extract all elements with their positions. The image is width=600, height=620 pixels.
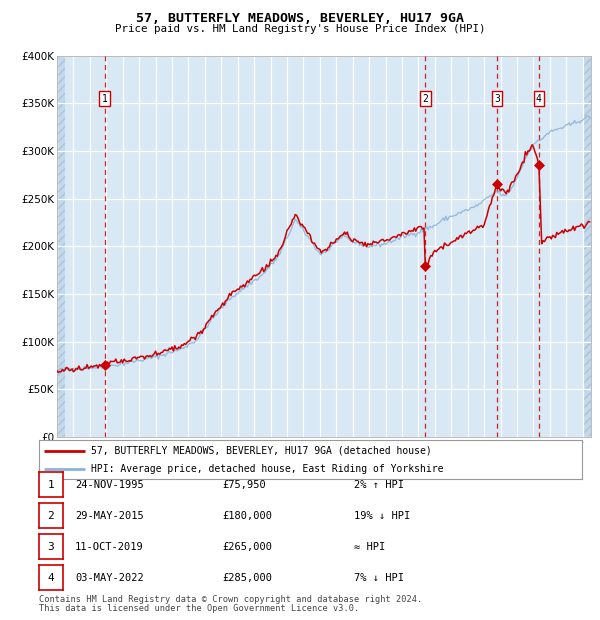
Text: 2013: 2013 — [377, 458, 386, 478]
Text: £180,000: £180,000 — [222, 511, 272, 521]
Text: 2005: 2005 — [245, 458, 254, 478]
Text: 4: 4 — [47, 573, 55, 583]
Text: 2025: 2025 — [574, 458, 583, 478]
Text: 1: 1 — [47, 480, 55, 490]
Text: 29-MAY-2015: 29-MAY-2015 — [75, 511, 144, 521]
Text: 2010: 2010 — [328, 458, 337, 478]
Text: 1993: 1993 — [48, 458, 57, 478]
Bar — [57, 56, 65, 437]
Text: 2017: 2017 — [442, 458, 451, 478]
Text: 57, BUTTERFLY MEADOWS, BEVERLEY, HU17 9GA (detached house): 57, BUTTERFLY MEADOWS, BEVERLEY, HU17 9G… — [91, 446, 431, 456]
Text: 2007: 2007 — [278, 458, 287, 478]
Text: 2014: 2014 — [393, 458, 402, 478]
Text: 1994: 1994 — [64, 458, 73, 478]
Text: 11-OCT-2019: 11-OCT-2019 — [75, 542, 144, 552]
Text: 4: 4 — [536, 94, 542, 104]
Text: 2018: 2018 — [459, 458, 468, 478]
Text: £75,950: £75,950 — [222, 480, 266, 490]
Text: £265,000: £265,000 — [222, 542, 272, 552]
Text: 2019: 2019 — [475, 458, 484, 478]
Text: 2009: 2009 — [311, 458, 320, 478]
Text: £285,000: £285,000 — [222, 573, 272, 583]
Text: 1: 1 — [102, 94, 107, 104]
Text: 24-NOV-1995: 24-NOV-1995 — [75, 480, 144, 490]
Text: 2000: 2000 — [163, 458, 172, 478]
Text: 2023: 2023 — [541, 458, 550, 478]
Text: 3: 3 — [47, 542, 55, 552]
Text: 7% ↓ HPI: 7% ↓ HPI — [354, 573, 404, 583]
Text: 2002: 2002 — [196, 458, 205, 478]
Text: 2021: 2021 — [508, 458, 517, 478]
Text: 2% ↑ HPI: 2% ↑ HPI — [354, 480, 404, 490]
Text: Contains HM Land Registry data © Crown copyright and database right 2024.: Contains HM Land Registry data © Crown c… — [39, 595, 422, 604]
Text: This data is licensed under the Open Government Licence v3.0.: This data is licensed under the Open Gov… — [39, 604, 359, 613]
Text: 2022: 2022 — [524, 458, 533, 478]
Text: 1995: 1995 — [81, 458, 90, 478]
Text: 3: 3 — [494, 94, 500, 104]
Text: 2011: 2011 — [344, 458, 353, 478]
Text: 2024: 2024 — [557, 458, 566, 478]
Text: 1999: 1999 — [146, 458, 155, 478]
Text: 2003: 2003 — [212, 458, 221, 478]
Text: 2006: 2006 — [262, 458, 271, 478]
Text: 2008: 2008 — [295, 458, 304, 478]
Text: 2: 2 — [47, 511, 55, 521]
Text: 57, BUTTERFLY MEADOWS, BEVERLEY, HU17 9GA: 57, BUTTERFLY MEADOWS, BEVERLEY, HU17 9G… — [136, 12, 464, 25]
Text: 2020: 2020 — [491, 458, 500, 478]
Text: HPI: Average price, detached house, East Riding of Yorkshire: HPI: Average price, detached house, East… — [91, 464, 443, 474]
Text: 03-MAY-2022: 03-MAY-2022 — [75, 573, 144, 583]
Text: 1996: 1996 — [97, 458, 106, 478]
Text: 1998: 1998 — [130, 458, 139, 478]
Text: Price paid vs. HM Land Registry's House Price Index (HPI): Price paid vs. HM Land Registry's House … — [115, 24, 485, 33]
Text: ≈ HPI: ≈ HPI — [354, 542, 385, 552]
Text: 2: 2 — [422, 94, 428, 104]
Text: 19% ↓ HPI: 19% ↓ HPI — [354, 511, 410, 521]
Text: 2015: 2015 — [409, 458, 418, 478]
Bar — [583, 56, 591, 437]
Text: 2004: 2004 — [229, 458, 238, 478]
Text: 2001: 2001 — [179, 458, 188, 478]
Text: 2012: 2012 — [360, 458, 369, 478]
Text: 1997: 1997 — [114, 458, 123, 478]
Text: 2016: 2016 — [426, 458, 435, 478]
